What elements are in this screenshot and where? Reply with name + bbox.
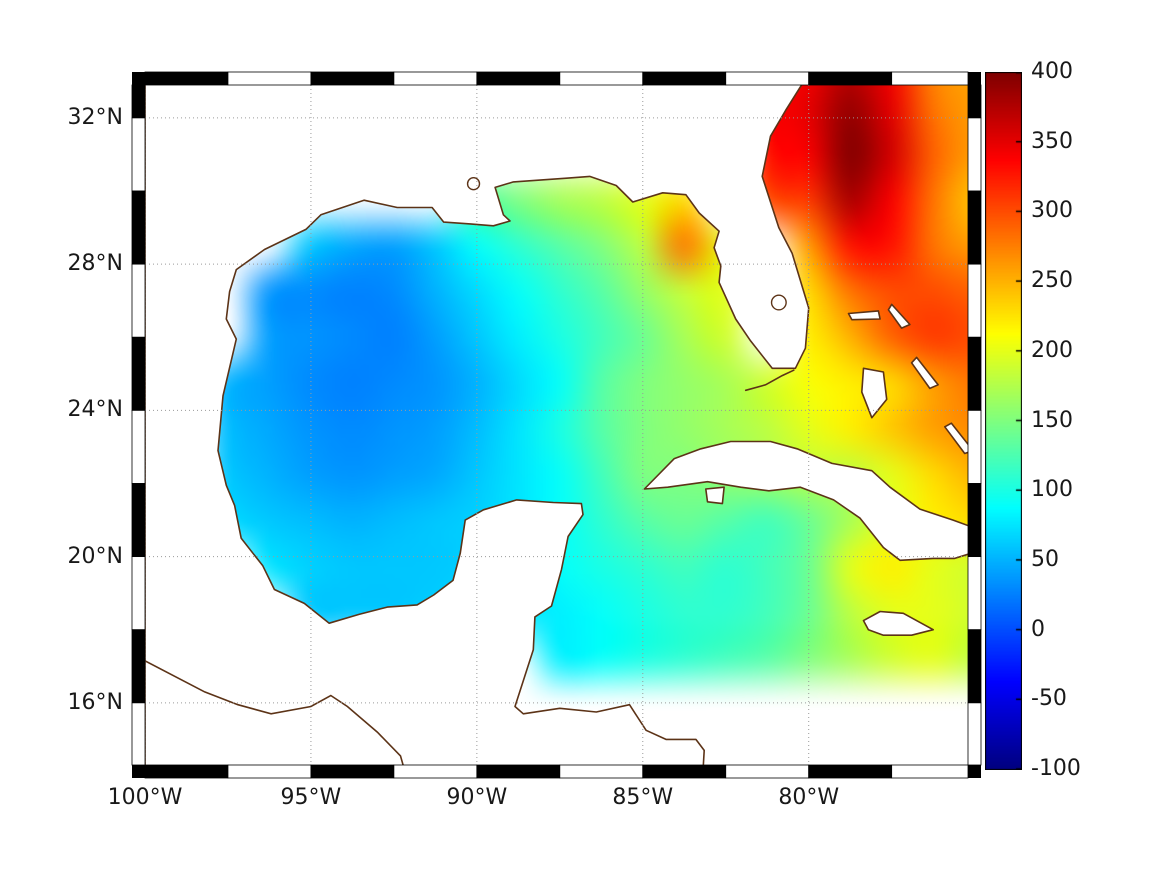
colorbar-tick-label: 400 bbox=[1031, 59, 1073, 84]
coastline-pacific-coast bbox=[145, 660, 404, 765]
map-frame bbox=[131, 71, 982, 779]
colorbar-tick-label: 250 bbox=[1031, 268, 1073, 294]
coastline-mainland-coast bbox=[145, 85, 810, 765]
coastline-andros bbox=[861, 367, 888, 419]
frame-segment bbox=[144, 71, 229, 86]
colorbar-tick-label: -50 bbox=[1031, 686, 1067, 712]
frame-segment bbox=[967, 336, 982, 411]
y-tick-label: 16°N bbox=[67, 689, 123, 715]
frame-segment bbox=[227, 764, 312, 779]
frame-corner bbox=[968, 765, 981, 778]
coastline-jamaica bbox=[862, 610, 934, 636]
coastline-florida-keys bbox=[744, 369, 795, 392]
frame-segment bbox=[393, 764, 478, 779]
frame-segment bbox=[967, 409, 982, 484]
frame-segment bbox=[131, 409, 146, 484]
y-tick-label: 32°N bbox=[67, 104, 123, 130]
x-tick-label: 85°W bbox=[612, 785, 674, 810]
x-tick-label: 95°W bbox=[280, 785, 342, 810]
frame-corner bbox=[968, 72, 981, 85]
frame-segment bbox=[891, 71, 969, 86]
frame-segment bbox=[476, 764, 561, 779]
frame-segment bbox=[131, 263, 146, 338]
colorbar-tick-label: 0 bbox=[1031, 616, 1045, 642]
frame-segment bbox=[967, 190, 982, 265]
frame-segment bbox=[131, 117, 146, 192]
colorbar-tick-label: 150 bbox=[1031, 407, 1073, 433]
frame-segment bbox=[227, 71, 312, 86]
x-tick-label: 80°W bbox=[778, 785, 840, 810]
colorbar-tick-label: 50 bbox=[1031, 546, 1059, 572]
y-tick-label: 20°N bbox=[67, 543, 123, 569]
coastline-cuba bbox=[643, 440, 968, 562]
frame-segment bbox=[967, 84, 982, 119]
frame-segment bbox=[131, 84, 146, 119]
frame-segment bbox=[393, 71, 478, 86]
colorbar-tick-label: 200 bbox=[1031, 337, 1073, 363]
frame-segment bbox=[310, 71, 395, 86]
lake-okeechobee bbox=[770, 294, 787, 311]
frame-segment bbox=[642, 71, 727, 86]
frame-segment bbox=[967, 483, 982, 558]
frame-segment bbox=[131, 629, 146, 704]
lake-pontchartrain bbox=[466, 177, 481, 191]
frame-segment bbox=[891, 764, 969, 779]
frame-segment bbox=[808, 71, 893, 86]
colorbar-tick-label: 100 bbox=[1031, 477, 1073, 503]
coastline-eleuthera bbox=[910, 356, 939, 390]
coastline-abaco bbox=[887, 303, 911, 329]
coastline-grand-bahama bbox=[847, 310, 881, 321]
frame-segment bbox=[967, 556, 982, 631]
colorbar-tick-label: 350 bbox=[1031, 128, 1073, 154]
frame-segment bbox=[310, 764, 395, 779]
colorbar-tick-label: -100 bbox=[1031, 756, 1081, 781]
frame-segment bbox=[131, 556, 146, 631]
frame-corner bbox=[132, 72, 145, 85]
y-tick-label: 24°N bbox=[67, 397, 123, 423]
frame-segment bbox=[131, 190, 146, 265]
frame-segment bbox=[642, 764, 727, 779]
frame-segment bbox=[131, 336, 146, 411]
frame-segment bbox=[725, 764, 810, 779]
frame-segment bbox=[808, 764, 893, 779]
y-tick-label: 28°N bbox=[67, 251, 123, 277]
coastline-isla-juventud bbox=[705, 486, 725, 505]
frame-segment bbox=[967, 629, 982, 704]
x-tick-label: 100°W bbox=[107, 785, 183, 810]
colorbar-tick-label: 300 bbox=[1031, 198, 1073, 224]
coastline-long-island bbox=[944, 422, 968, 455]
frame-segment bbox=[559, 71, 644, 86]
frame-segment bbox=[131, 702, 146, 766]
map-layers bbox=[145, 85, 968, 765]
frame-segment bbox=[144, 764, 229, 779]
frame-segment bbox=[131, 483, 146, 558]
frame-segment bbox=[559, 764, 644, 779]
colorbar bbox=[985, 72, 1022, 770]
frame-segment bbox=[476, 71, 561, 86]
frame-segment bbox=[967, 263, 982, 338]
frame-segment bbox=[725, 71, 810, 86]
frame-segment bbox=[967, 702, 982, 766]
frame-segment bbox=[967, 117, 982, 192]
frame-corner bbox=[132, 765, 145, 778]
x-tick-label: 90°W bbox=[446, 785, 508, 810]
